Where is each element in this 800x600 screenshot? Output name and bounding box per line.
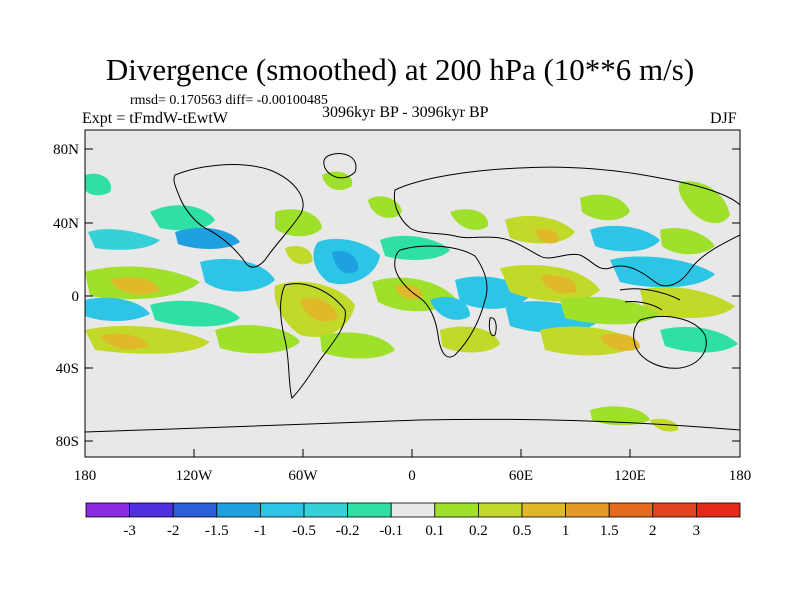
colorbar-label: -1.5 [205,523,229,539]
colorbar-label: 3 [693,523,701,539]
x-tick-label: 0 [408,468,416,484]
y-tick-label: 80S [56,434,79,450]
stats-text: rmsd= 0.170563 diff= -0.00100485 [130,93,328,108]
field-patch [150,300,240,327]
y-tick-label: 80N [53,142,79,158]
colorbar [85,502,741,518]
field-patch [430,296,470,320]
colorbar-label: 0.5 [513,523,532,539]
coastline-north-america [173,164,304,268]
field-patch [322,171,353,191]
colorbar-swatch [521,502,566,518]
colorbar-labels: -3 -2 -1.5 -1 -0.5 -0.2 -0.1 0.1 0.2 0.5 1 1.5 2 3 [123,523,700,539]
x-axis-ticks [84,449,741,457]
colorbar-swatch [434,502,479,518]
x-tick-label: 120W [176,468,214,484]
colorbar-swatch [477,502,523,518]
field-patch [110,277,160,295]
coastline-indonesia [619,288,681,311]
field-patch [660,326,738,353]
field-patch [678,181,730,224]
field-patch [560,296,660,325]
season-label: DJF [710,110,737,127]
field-patch [590,406,650,426]
colorbar-label: -1 [254,523,267,539]
colorbar-swatch [347,502,392,518]
field-patch [332,250,359,274]
field-patch [450,209,489,230]
x-tick-label: 180 [74,468,97,484]
coastline-australia [633,316,707,369]
field-patch [660,227,715,255]
colorbar-swatch [129,502,174,518]
field-patch [100,333,148,350]
colorbar-label: 0.2 [469,523,488,539]
y-tick-label: 0 [72,289,80,305]
period-label: 3096kyr BP - 3096kyr BP [322,104,489,121]
field-patch [88,229,160,250]
colorbar-swatch [608,502,654,518]
field-patch [85,297,150,321]
field-patch [650,418,679,432]
colorbar-label: 1 [562,523,570,539]
field-patch [175,227,240,249]
colorbar-swatch [216,502,261,518]
experiment-label: Expt = tFmdW-tEwtW [82,110,228,127]
coastline-eurasia [393,166,740,287]
field-patch [395,284,423,300]
field-patch [85,173,111,196]
colorbar-label: 2 [649,523,657,539]
coastline-madagascar [488,317,497,337]
coastline-south-america [280,283,346,399]
colorbar-swatch [565,502,610,518]
colorbar-label: -2 [167,523,180,539]
field-patch [610,256,715,288]
coastlines [85,153,740,433]
map-title: Divergence (smoothed) at 200 hPa (10**6 … [105,52,695,87]
y-tick-label: 40N [53,216,79,232]
field-patch [580,194,630,221]
colorbar-swatch [696,502,741,518]
y-tick-label: 40S [56,361,79,377]
field-patch [600,333,640,351]
colorbar-label: -0.1 [379,523,403,539]
x-tick-label: 60W [288,468,318,484]
divergence-field [85,171,738,432]
colorbar-label: 1.5 [600,523,619,539]
colorbar-label: -0.5 [292,523,316,539]
colorbar-label: -3 [123,523,136,539]
field-patch [275,209,322,237]
field-patch [640,286,735,319]
field-patch [540,274,577,294]
field-patch [285,245,313,265]
field-patch [200,258,275,292]
field-patch [535,228,559,244]
field-patch [320,332,395,359]
x-tick-label: 180 [729,468,752,484]
coastline-africa [394,245,488,358]
field-patch [440,326,500,353]
colorbar-swatch [652,502,697,518]
colorbar-label: 0.1 [425,523,444,539]
y-axis-ticks [85,148,740,442]
field-patch [380,235,450,260]
colorbar-swatch [172,502,218,518]
coastline-antarctica [85,418,740,433]
x-tick-label: 60E [509,468,533,484]
field-patch [215,325,300,354]
colorbar-swatch [390,502,436,518]
colorbar-swatch [303,502,348,518]
field-patch [590,225,660,252]
field-patch [300,298,338,322]
colorbar-label: -0.2 [336,523,360,539]
colorbar-swatch [259,502,305,518]
field-patch [368,196,402,218]
x-tick-label: 120E [614,468,646,484]
coastline-greenland [323,153,357,179]
colorbar-swatch [85,502,130,518]
